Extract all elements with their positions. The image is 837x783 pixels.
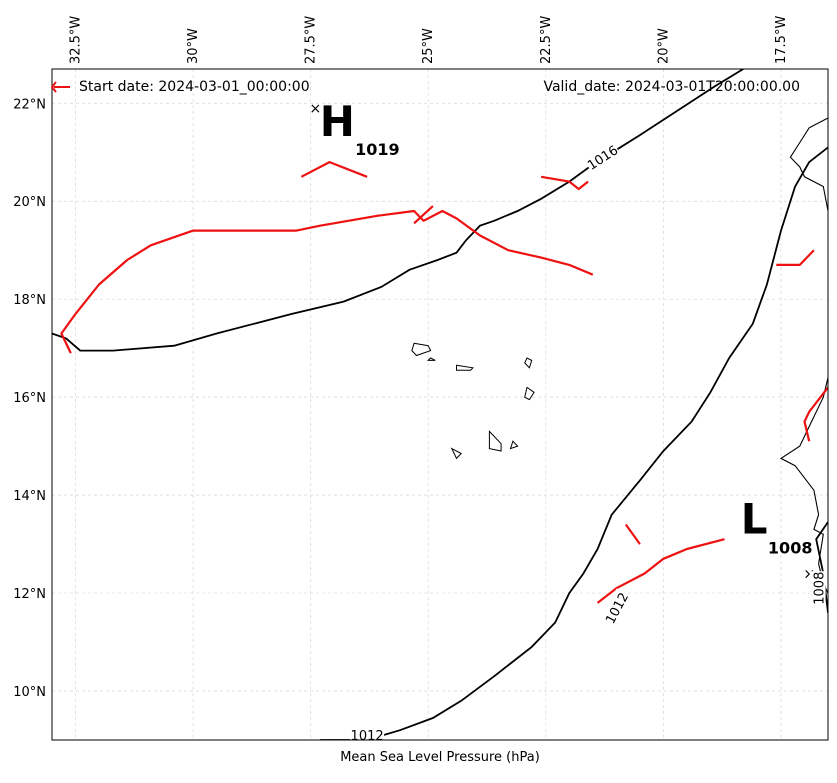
map-frame [51,68,829,741]
isobar-label-bg [350,726,385,740]
island-outline [411,342,432,357]
center-marker: × [310,101,322,117]
isobar-1008 [815,521,828,613]
island-outline [509,440,519,450]
valid-date: Valid_date: 2024-03-01T20:00:00.00 [543,79,800,95]
front-line [803,386,828,442]
isobar-label: 1016 [583,140,621,174]
island-outline [488,430,502,452]
isobar-labels: 1016 1012 1012 1008 [350,140,828,744]
start-date: Start date: 2024-03-01_00:00:00 [79,79,310,95]
longitude-tick-label: 22.5°W [539,16,554,64]
fronts [60,161,828,604]
front-line [300,161,368,178]
island-outline [524,357,533,369]
latitude-tick-label: 20°N [13,195,46,210]
latitude-tick-label: 16°N [13,391,46,406]
front-line [596,538,725,604]
latitude-ticks: 10°N 12°N 14°N 16°N 18°N 20°N 22°N [13,97,46,700]
island-outline [426,357,436,361]
graticule [52,69,828,740]
latitude-tick-label: 22°N [13,97,46,112]
longitude-tick-label: 20°W [656,28,671,64]
low-pressure-value: 1008 [768,538,813,557]
isobars [52,69,828,740]
isobar-label: 1012 [350,726,385,744]
isobar-label-bg [600,588,631,627]
high-pressure-value: 1019 [355,140,400,159]
isobar-label-bg [583,140,621,173]
longitude-tick-label: 30°W [186,28,201,64]
front-legend-icon [50,81,70,93]
high-pressure-letter: H [320,97,355,146]
x-axis-label: Mean Sea Level Pressure (hPa) [340,750,540,765]
island-outline [456,364,474,371]
front-line [624,523,641,545]
latitude-tick-label: 14°N [13,489,46,504]
isobar-label-bg [809,571,826,606]
front-line [540,175,589,191]
isobar-label-text: 1008 [813,572,828,605]
island-outline [524,386,535,401]
low-pressure-letter: L [741,494,768,543]
latitude-tick-label: 18°N [13,293,46,308]
longitude-tick-label: 17.5°W [774,16,789,64]
longitude-tick-label: 25°W [421,28,436,64]
coastlines [411,117,828,594]
front-line [776,249,815,266]
isobar-1016 [52,69,744,352]
isobar-label: 1008 [809,571,828,606]
island-outline [450,447,463,460]
latitude-tick-label: 10°N [13,685,46,700]
center-marker: × [803,566,815,582]
latitude-tick-label: 12°N [13,587,46,602]
front-line [413,205,434,225]
africa-coastline [779,117,828,594]
front-line [60,209,594,354]
longitude-ticks: 32.5°W 30°W 27.5°W 25°W 22.5°W 20°W 17.5°W [69,16,789,64]
start-date-legend: Start date: 2024-03-01_00:00:00 [50,79,310,95]
isobar-label-text: 1012 [351,729,384,744]
isobar-label: 1012 [600,588,632,627]
longitude-tick-label: 32.5°W [69,16,84,64]
isobar-1012 [320,146,828,740]
longitude-tick-label: 27.5°W [304,16,319,64]
